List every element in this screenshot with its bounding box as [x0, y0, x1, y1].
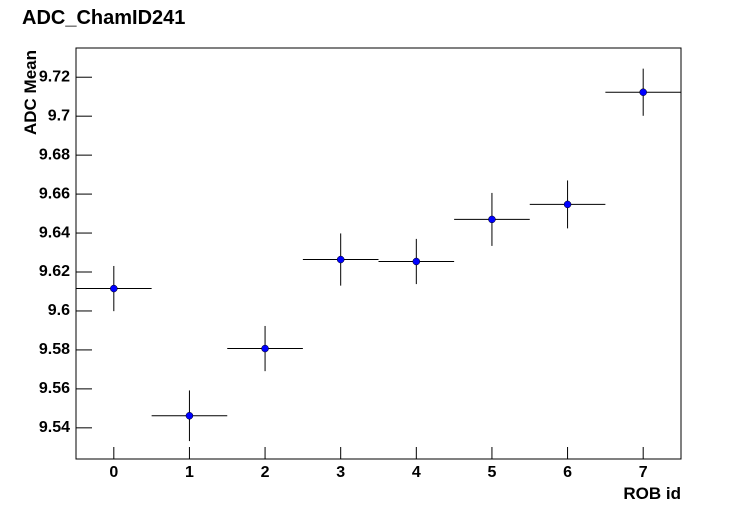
x-tick-label: 7 [639, 464, 648, 481]
y-axis-label: ADC Mean [21, 50, 40, 135]
x-tick-label: 6 [563, 464, 572, 481]
x-tick-label: 2 [261, 464, 270, 481]
y-tick-label: 9.58 [39, 341, 70, 358]
y-tick-label: 9.62 [39, 263, 70, 280]
y-tick-label: 9.68 [39, 146, 70, 163]
y-tick-label: 9.54 [39, 419, 70, 436]
x-tick-label: 5 [487, 464, 496, 481]
x-tick-label: 1 [185, 464, 194, 481]
data-point [110, 284, 118, 293]
y-tick-label: 9.7 [48, 107, 70, 124]
data-point [412, 257, 421, 266]
data-point [261, 344, 269, 353]
data-point [336, 255, 345, 264]
data-point [488, 215, 496, 224]
chart-title: ADC_ChamID241 [22, 7, 185, 29]
x-tick-label: 0 [109, 464, 118, 481]
y-tick-label: 9.66 [39, 185, 70, 202]
x-tick-label: 3 [336, 464, 345, 481]
y-tick-label: 9.72 [39, 68, 70, 85]
x-tick-label: 4 [412, 464, 421, 481]
y-tick-label: 9.6 [48, 302, 70, 319]
y-tick-label: 9.56 [39, 380, 70, 397]
plot-frame [75, 47, 682, 460]
data-point [185, 412, 194, 420]
data-point [563, 200, 572, 209]
x-axis-label: ROB id [623, 484, 681, 503]
data-point [639, 88, 647, 96]
y-tick-label: 9.64 [39, 224, 70, 241]
